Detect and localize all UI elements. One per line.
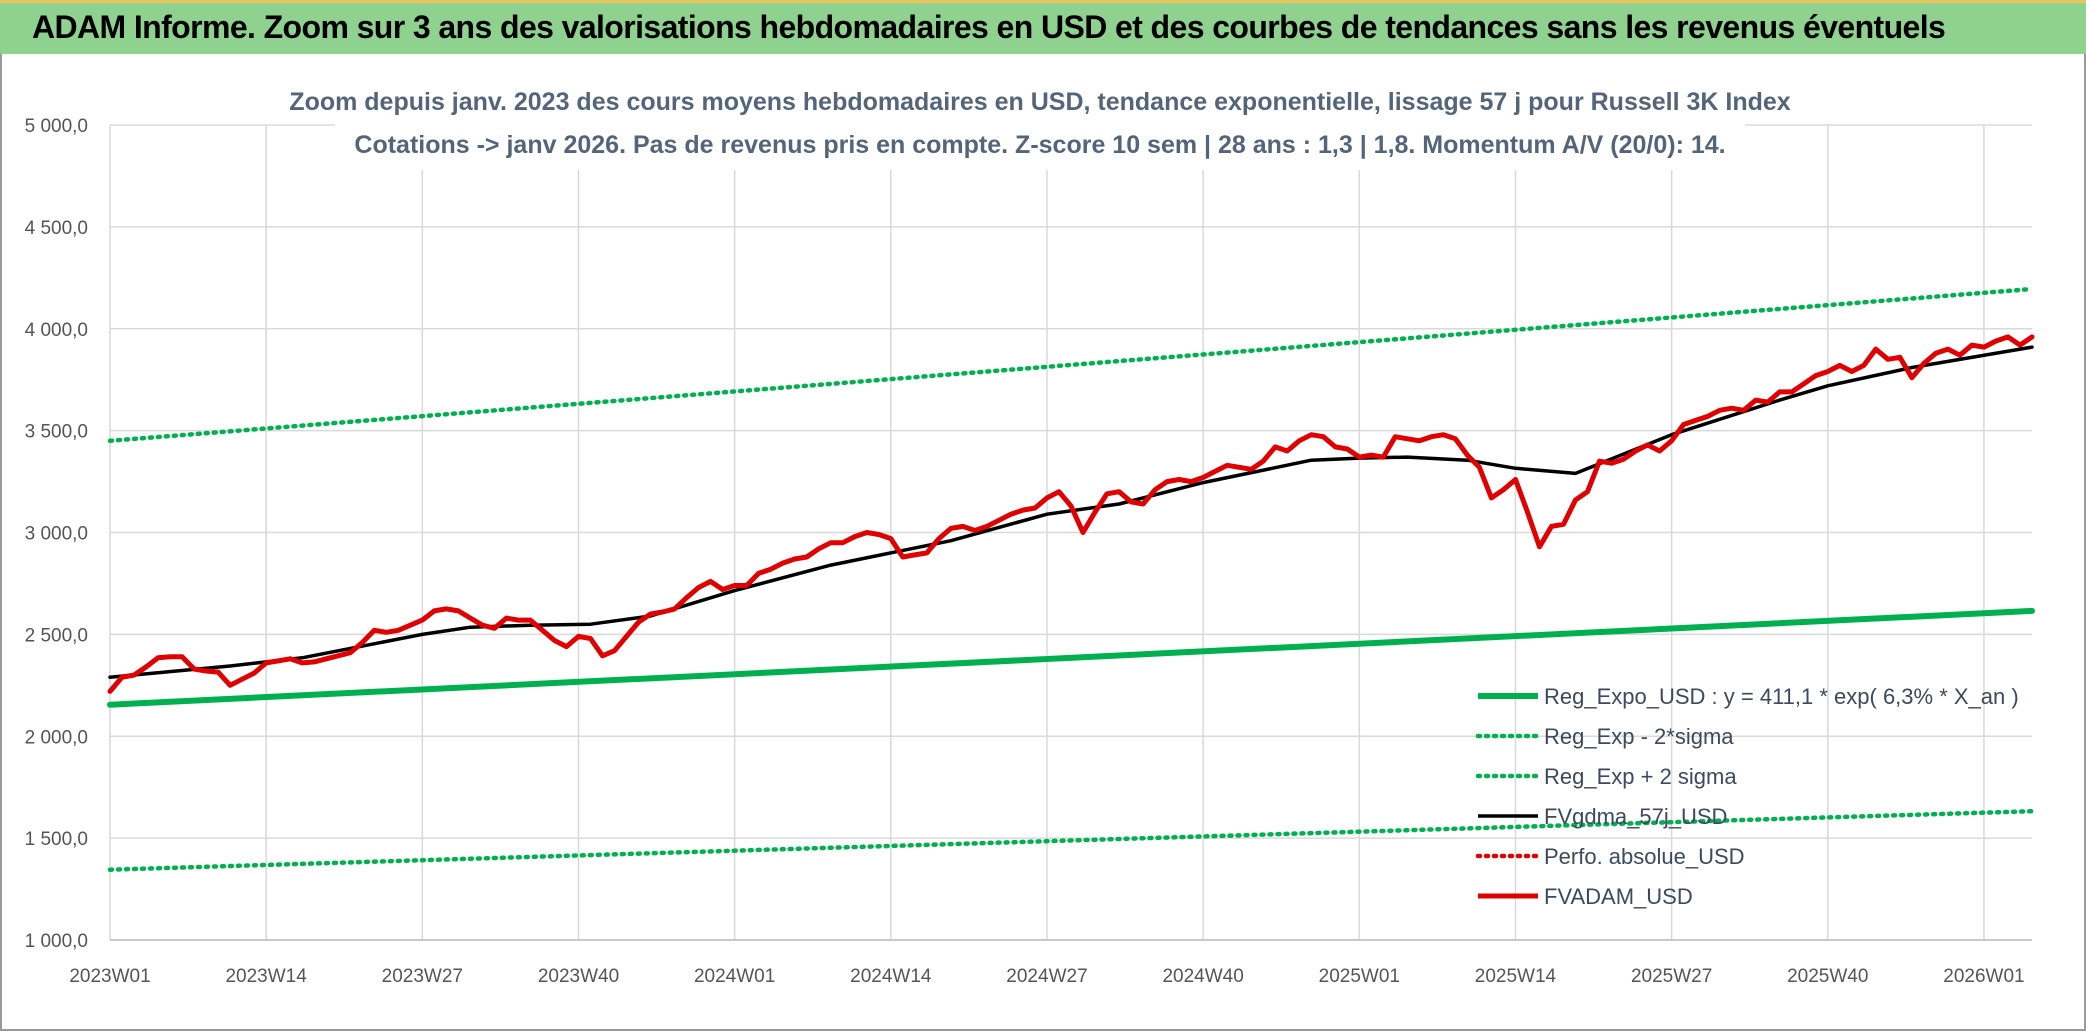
y-tick-label: 5 000,0 bbox=[25, 116, 88, 137]
series-line-fvgdma-57j-usd bbox=[108, 345, 2034, 679]
y-tick-label: 2 000,0 bbox=[25, 727, 88, 748]
x-tick-label: 2025W27 bbox=[1631, 966, 1712, 987]
x-tick-label: 2026W01 bbox=[1943, 966, 2024, 987]
chart-title-line-1: Zoom depuis janv. 2023 des cours moyens … bbox=[289, 88, 1791, 116]
legend-label: FVADAM_USD bbox=[1544, 884, 1693, 909]
x-tick-label: 2025W14 bbox=[1475, 966, 1557, 987]
y-tick-label: 2 500,0 bbox=[25, 625, 88, 646]
x-tick-label: 2024W27 bbox=[1006, 966, 1087, 987]
x-tick-label: 2025W40 bbox=[1787, 966, 1868, 987]
x-tick-label: 2023W01 bbox=[69, 966, 150, 987]
y-tick-label: 3 000,0 bbox=[25, 524, 88, 545]
plot-series bbox=[107, 286, 2035, 872]
y-tick-label: 1 000,0 bbox=[25, 931, 88, 952]
series-line-fvadam-usd bbox=[107, 334, 2035, 694]
legend-label: Reg_Exp - 2*sigma bbox=[1544, 724, 1734, 749]
x-tick-label: 2025W01 bbox=[1319, 966, 1400, 987]
axes: 1 000,0 1 500,0 2 000,0 2 500,0 3 000,0 3 500… bbox=[25, 116, 2032, 987]
series-line-reg-exp bbox=[107, 286, 2035, 444]
y-tick-label: 1 500,0 bbox=[25, 829, 88, 850]
x-tick-label: 2023W14 bbox=[225, 966, 307, 987]
y-tick-label: 4 000,0 bbox=[25, 320, 88, 341]
banner: ADAM Informe. Zoom sur 3 ans des valoris… bbox=[0, 0, 2086, 54]
y-tick-label: 3 500,0 bbox=[25, 422, 88, 443]
x-tick-label: 2023W40 bbox=[538, 966, 619, 987]
x-tick-label: 2023W27 bbox=[382, 966, 463, 987]
series-line-reg-expo-usd bbox=[107, 607, 2035, 708]
legend-label: Perfo. absolue_USD bbox=[1544, 844, 1745, 869]
chart-title-background bbox=[335, 78, 1745, 170]
legend-label: Reg_Expo_USD : y = 411,1 * exp( 6,3% * X… bbox=[1544, 684, 2019, 709]
chart-frame bbox=[0, 54, 2086, 1031]
chart-title-line-2: Cotations -> janv 2026. Pas de revenus p… bbox=[354, 131, 1725, 159]
chart-title: Zoom depuis janv. 2023 des cours moyens … bbox=[289, 78, 1791, 170]
x-tick-label: 2024W01 bbox=[694, 966, 775, 987]
y-tick-label: 4 500,0 bbox=[25, 218, 88, 239]
legend: Reg_Expo_USD : y = 411,1 * exp( 6,3% * X… bbox=[1475, 684, 2019, 909]
legend-label: FVgdma_57j_USD bbox=[1544, 804, 1727, 829]
banner-title: ADAM Informe. Zoom sur 3 ans des valoris… bbox=[32, 9, 1946, 45]
grid bbox=[109, 124, 2032, 941]
x-tick-label: 2024W40 bbox=[1162, 966, 1243, 987]
legend-label: Reg_Exp + 2 sigma bbox=[1544, 764, 1737, 789]
series-line-reg-exp bbox=[107, 808, 2035, 872]
x-tick-label: 2024W14 bbox=[850, 966, 932, 987]
